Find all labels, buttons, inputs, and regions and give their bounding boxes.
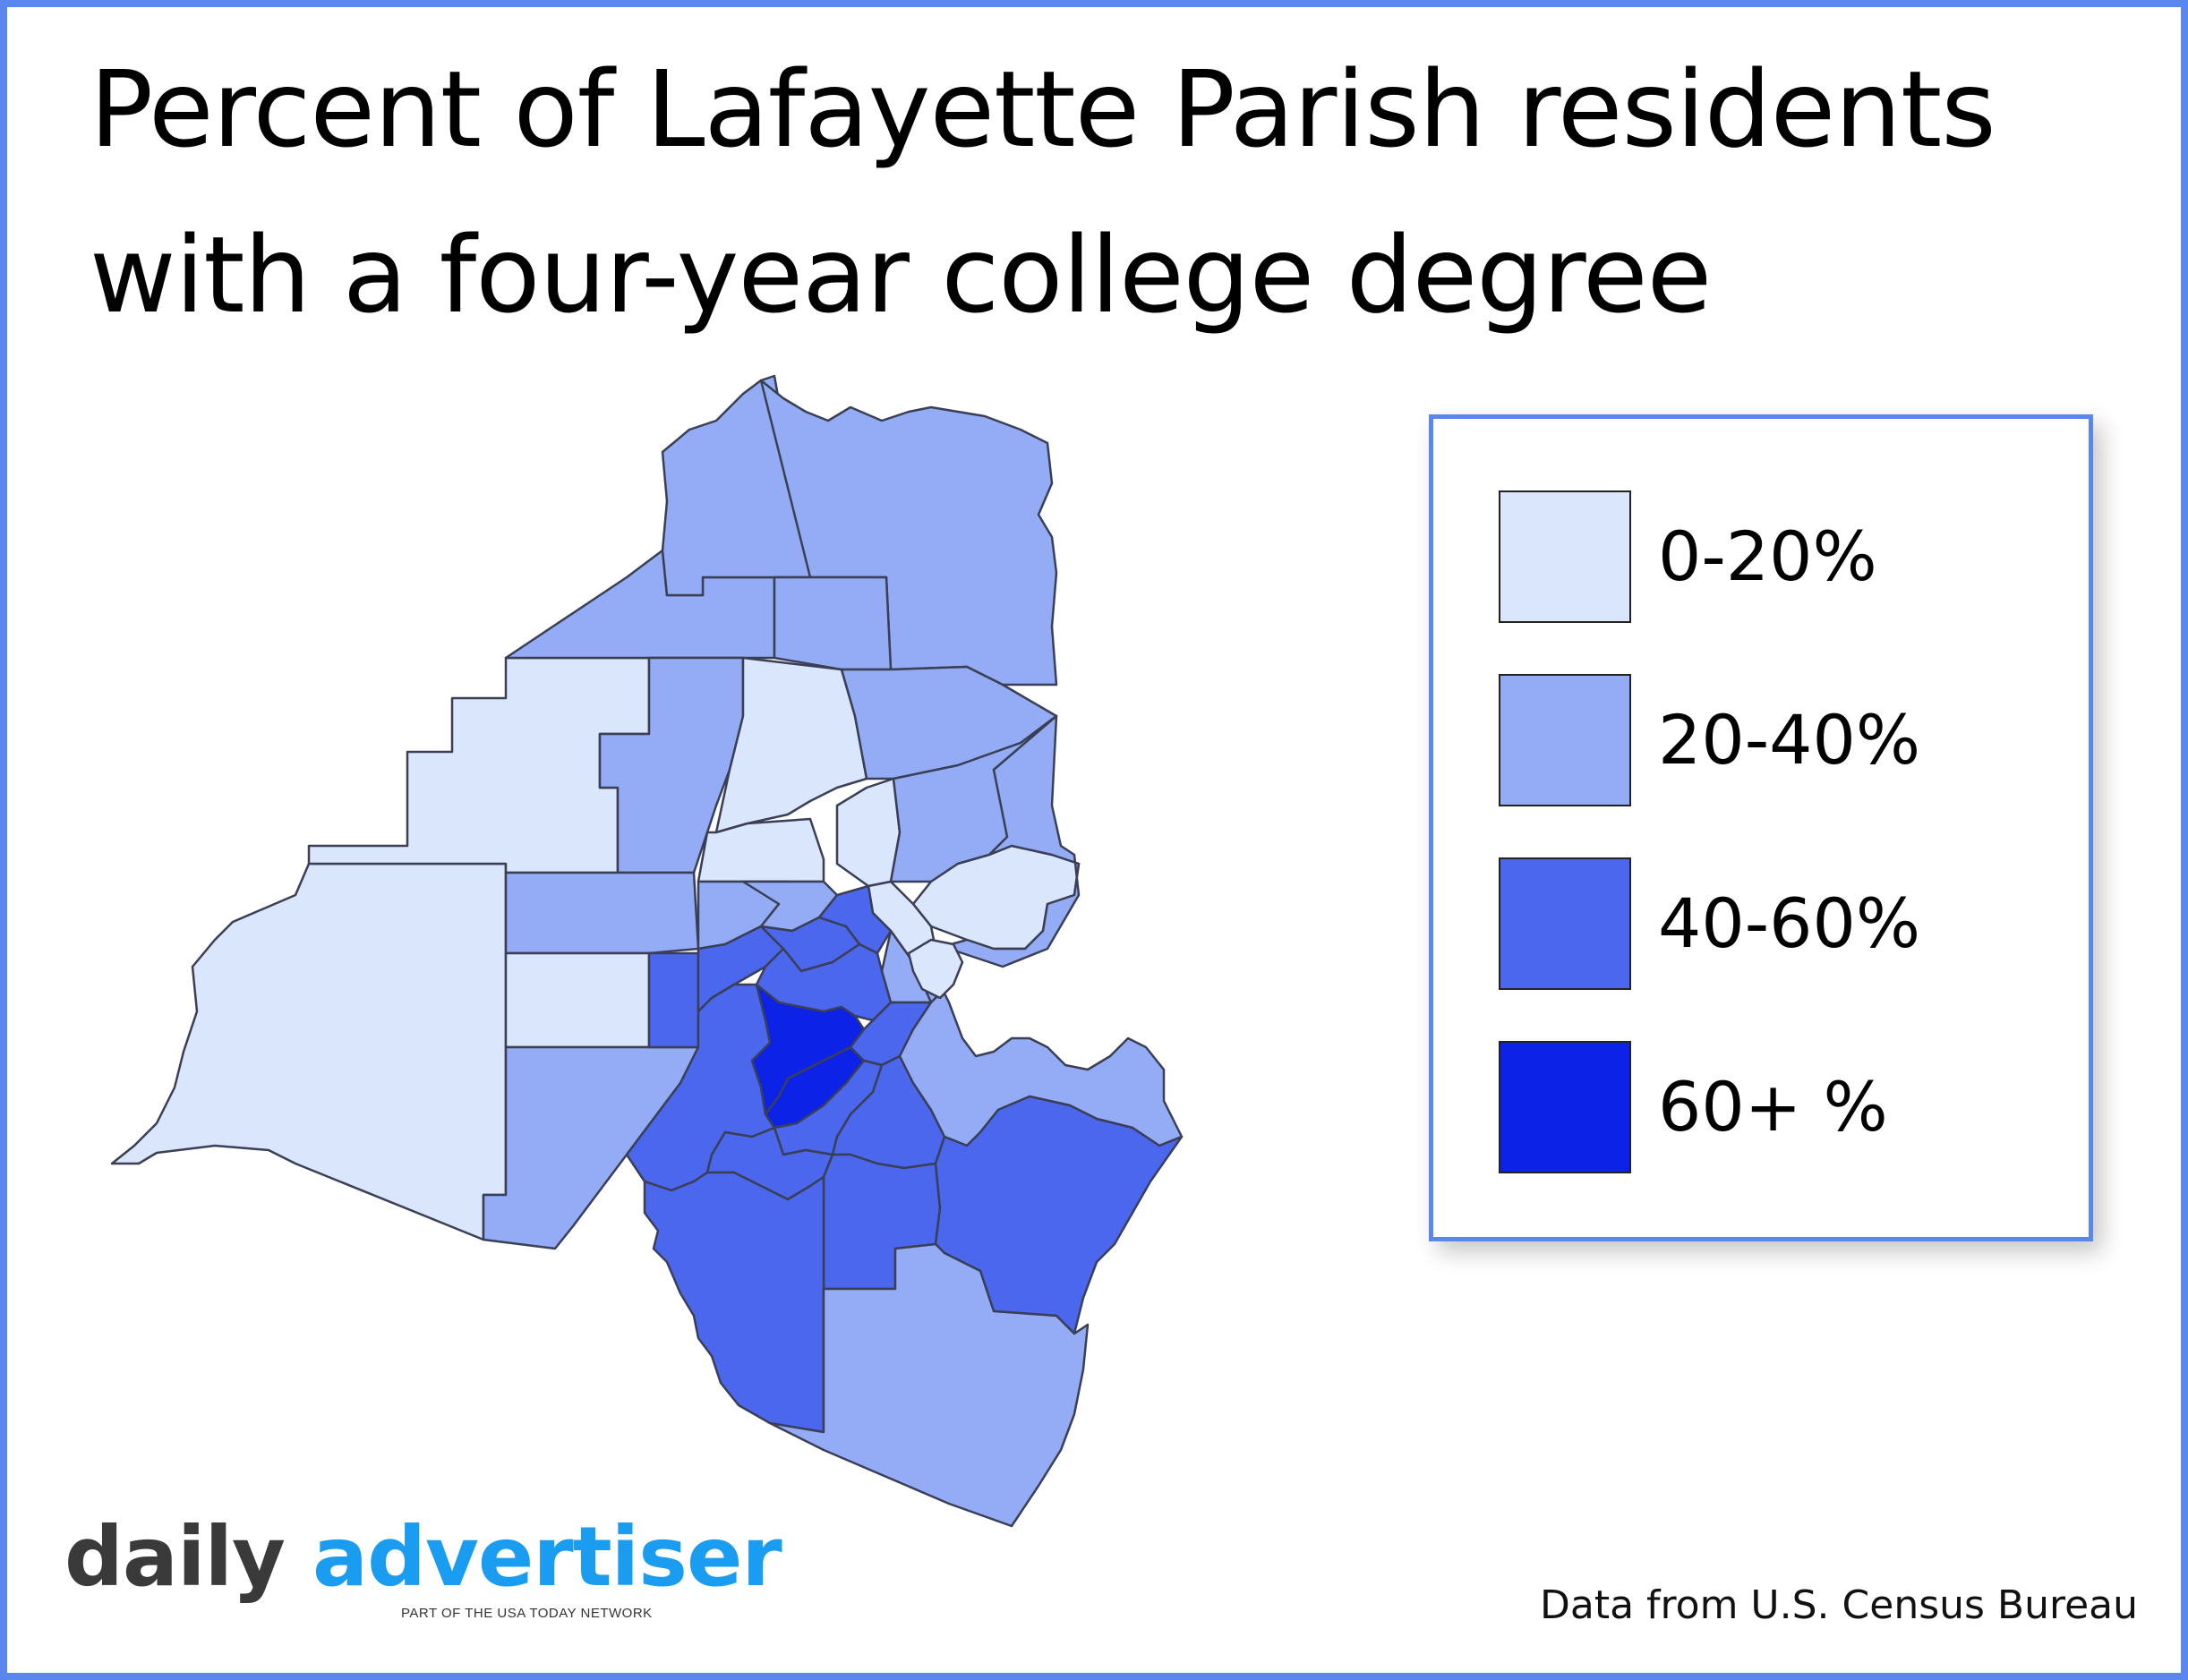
tract-south-east-large: [768, 1242, 1090, 1528]
legend-item-0-20: 0-20%: [1499, 490, 2036, 625]
legend-item-40-60: 40-60%: [1499, 857, 2036, 992]
logo-word-daily: daily: [64, 1509, 286, 1605]
map-legend: 0-20% 20-40% 40-60% 60+ %: [1429, 414, 2093, 1241]
tract-central-light-c: [835, 777, 902, 888]
legend-label-20-40: 20-40%: [1658, 700, 1921, 780]
tract-northwest: [307, 656, 651, 874]
daily-advertiser-logo: daily advertiser: [64, 1513, 782, 1602]
legend-swatch-20-40: [1499, 674, 1631, 806]
title-line-2: with a four-year college degree: [90, 213, 1712, 337]
data-source: Data from U.S. Census Bureau: [1540, 1582, 2139, 1628]
legend-swatch-40-60: [1499, 857, 1631, 990]
legend-item-60-plus: 60+ %: [1499, 1041, 2036, 1175]
tract-island: [907, 938, 964, 1000]
map-title: Percent of Lafayette Parish residents wi…: [90, 27, 2104, 358]
logo-word-advertiser: advertiser: [312, 1509, 782, 1605]
tract-north-mid: [773, 576, 893, 671]
title-line-1: Percent of Lafayette Parish residents: [90, 47, 1996, 171]
legend-label-40-60: 40-60%: [1658, 883, 1921, 963]
legend-swatch-0-20: [1499, 490, 1631, 623]
legend-item-20-40: 20-40%: [1499, 674, 2036, 808]
tract-west-box: [504, 951, 651, 1049]
legend-label-0-20: 0-20%: [1658, 516, 1877, 596]
tract-west-middle: [504, 871, 700, 955]
tract-west-blue: [647, 951, 700, 1049]
logo-tagline: PART OF THE USA TODAY NETWORK: [401, 1606, 653, 1621]
tract-west: [110, 862, 508, 1241]
legend-swatch-60-plus: [1499, 1041, 1631, 1173]
legend-label-60-plus: 60+ %: [1658, 1067, 1888, 1147]
tract-mid-belt-top: [755, 942, 893, 1022]
tract-south-large: [643, 1171, 825, 1434]
